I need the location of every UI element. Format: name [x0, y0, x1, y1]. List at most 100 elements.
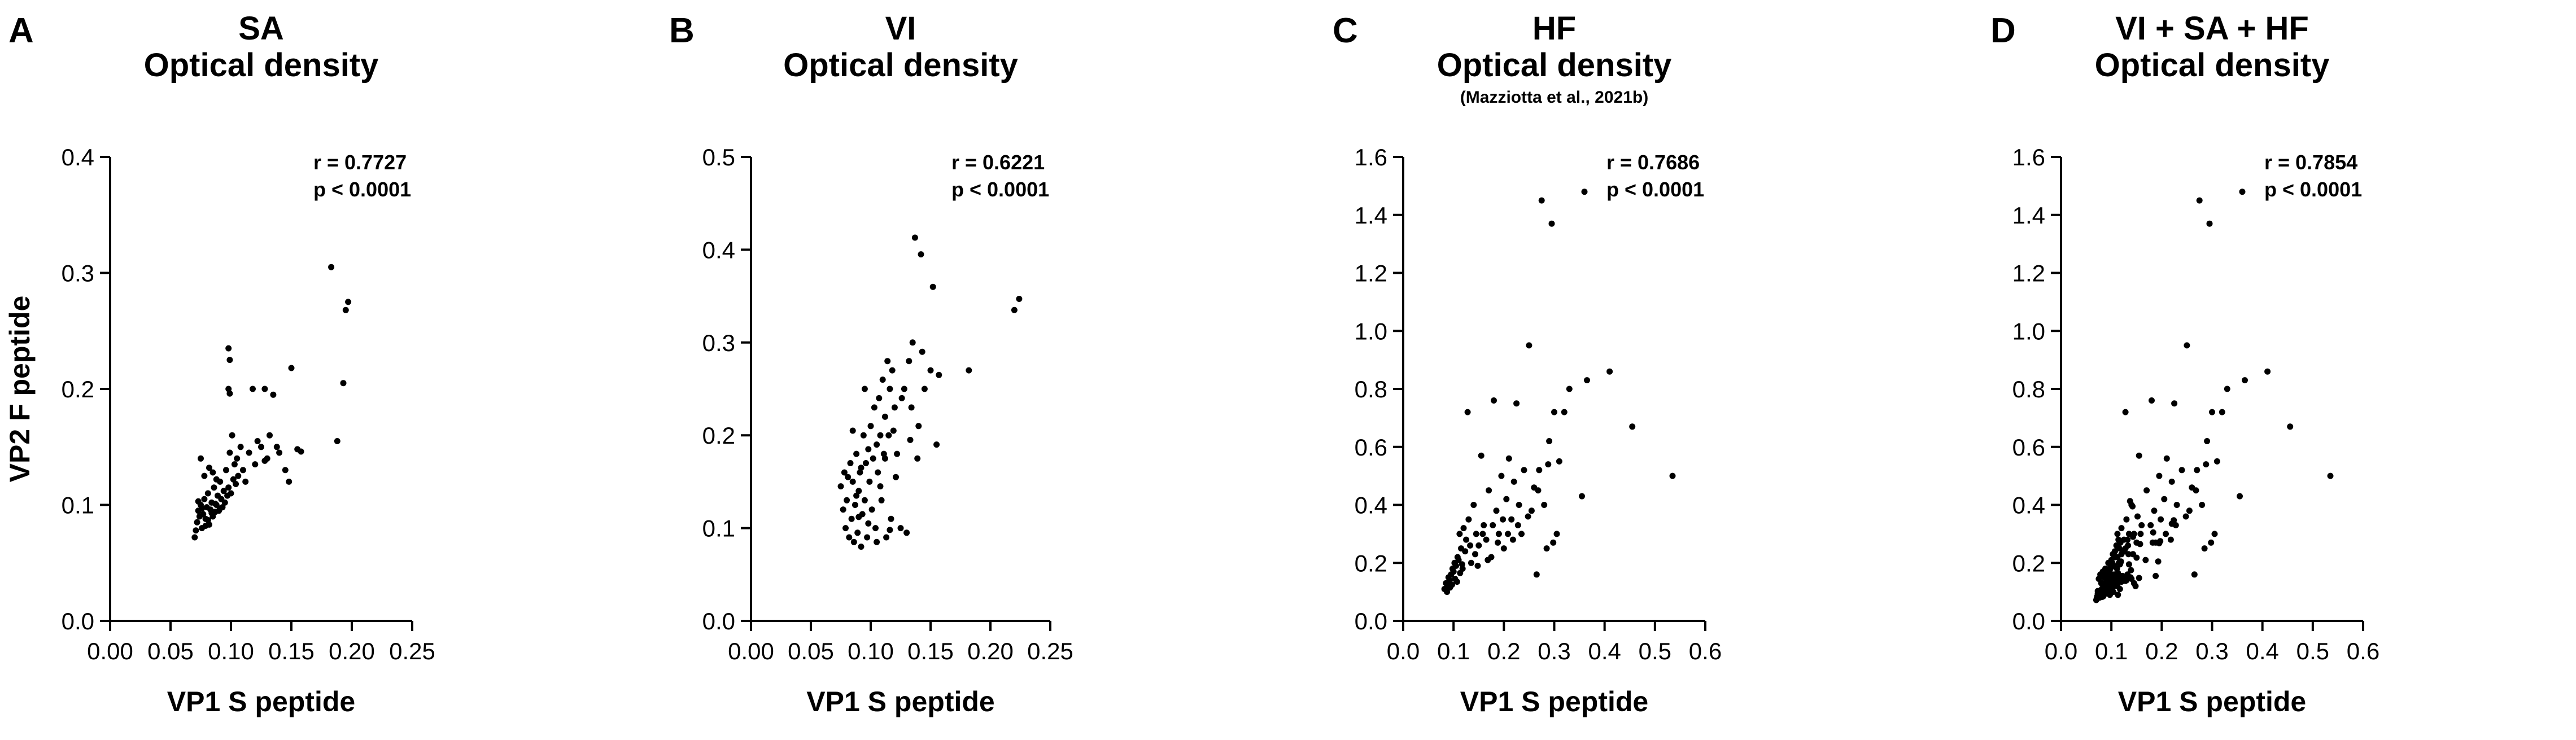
data-point — [906, 358, 912, 365]
data-point — [1016, 296, 1023, 302]
data-point — [2191, 571, 2198, 578]
data-point — [1470, 502, 1477, 508]
data-point — [1500, 516, 1507, 523]
data-point — [220, 488, 227, 494]
chart-title: VI + SA + HF — [2115, 10, 2309, 47]
y-tick-label: 0.4 — [2012, 492, 2045, 519]
data-point — [1481, 522, 1487, 528]
data-point — [1450, 568, 1457, 575]
data-point — [908, 404, 915, 411]
data-point — [863, 460, 869, 466]
data-point — [1475, 542, 1482, 549]
x-tick-label: 0.6 — [1689, 638, 1722, 664]
data-point — [217, 505, 224, 512]
data-point — [1455, 557, 1462, 563]
x-tick-label: 0.00 — [87, 638, 133, 664]
data-point — [2287, 423, 2294, 430]
data-point — [2184, 342, 2190, 349]
data-point — [2213, 458, 2220, 465]
x-tick-label: 0.4 — [2246, 638, 2278, 664]
data-point — [2161, 496, 2168, 502]
data-point — [2122, 409, 2129, 415]
data-point — [2163, 531, 2169, 537]
data-point — [1493, 507, 1500, 514]
y-axis-label: VP2 F peptide — [4, 296, 36, 483]
data-point — [2136, 575, 2142, 581]
data-point — [855, 514, 862, 520]
data-point — [2121, 536, 2127, 543]
y-tick-label: 0.1 — [62, 492, 94, 519]
y-tick-label: 0.5 — [702, 144, 735, 170]
data-point — [1528, 507, 1535, 514]
data-point — [276, 449, 283, 456]
data-point — [201, 496, 208, 502]
data-point — [204, 490, 211, 497]
data-point — [2111, 548, 2118, 555]
data-point — [282, 467, 289, 474]
data-point — [1472, 551, 1478, 558]
data-point — [1584, 377, 1590, 384]
y-tick-label: 0.8 — [1355, 376, 1387, 402]
y-tick-label: 1.0 — [1355, 318, 1387, 344]
data-point — [881, 455, 888, 462]
data-point — [2138, 522, 2145, 528]
data-point — [1462, 548, 1469, 555]
panel-letter: D — [1990, 11, 2016, 50]
data-point — [887, 527, 893, 533]
y-tick-label: 0.6 — [1355, 434, 1387, 461]
data-point — [2137, 541, 2143, 548]
data-point — [1579, 493, 1585, 500]
data-point — [204, 516, 211, 523]
data-point — [2182, 513, 2189, 520]
data-point — [242, 478, 249, 485]
data-point — [200, 511, 207, 518]
x-tick-label: 0.25 — [1027, 638, 1073, 664]
data-point — [226, 449, 233, 456]
x-axis-label: VP1 S peptide — [2118, 686, 2306, 717]
x-tick-label: 0.15 — [268, 638, 315, 664]
data-point — [875, 469, 881, 476]
data-point — [2171, 517, 2177, 524]
data-point — [194, 519, 200, 526]
data-point — [837, 483, 844, 490]
chart-title: VI — [885, 10, 916, 47]
data-point — [2130, 533, 2136, 540]
data-point — [2111, 571, 2117, 578]
chart-subtitle: Optical density — [783, 47, 1018, 84]
data-point — [2193, 487, 2199, 494]
data-point — [877, 483, 884, 490]
data-point — [286, 478, 292, 485]
data-point — [918, 251, 924, 258]
p-value: p < 0.0001 — [2264, 178, 2362, 201]
x-tick-label: 0.2 — [1487, 638, 1520, 664]
data-point — [849, 478, 856, 485]
data-point — [874, 441, 880, 448]
data-point — [1011, 306, 1018, 313]
panel-letter: C — [1333, 11, 1358, 50]
data-point — [2117, 558, 2124, 565]
data-point — [250, 386, 256, 392]
data-point — [199, 505, 206, 512]
data-point — [1486, 487, 1492, 494]
data-point — [226, 390, 233, 397]
data-point — [2163, 455, 2170, 462]
data-point — [2128, 502, 2135, 508]
data-point — [209, 469, 216, 476]
data-point — [226, 357, 233, 364]
x-tick-label: 0.0 — [1387, 638, 1420, 664]
y-tick-label: 1.4 — [2012, 202, 2045, 229]
data-point — [879, 376, 886, 383]
data-point — [1521, 467, 1527, 474]
data-point — [342, 306, 349, 313]
data-point — [860, 432, 867, 439]
x-tick-label: 0.3 — [1538, 638, 1570, 664]
data-point — [890, 427, 897, 434]
data-point — [2158, 516, 2164, 523]
data-point — [891, 404, 898, 411]
data-point — [1536, 467, 1543, 474]
data-point — [2132, 583, 2139, 589]
data-point — [201, 472, 208, 479]
